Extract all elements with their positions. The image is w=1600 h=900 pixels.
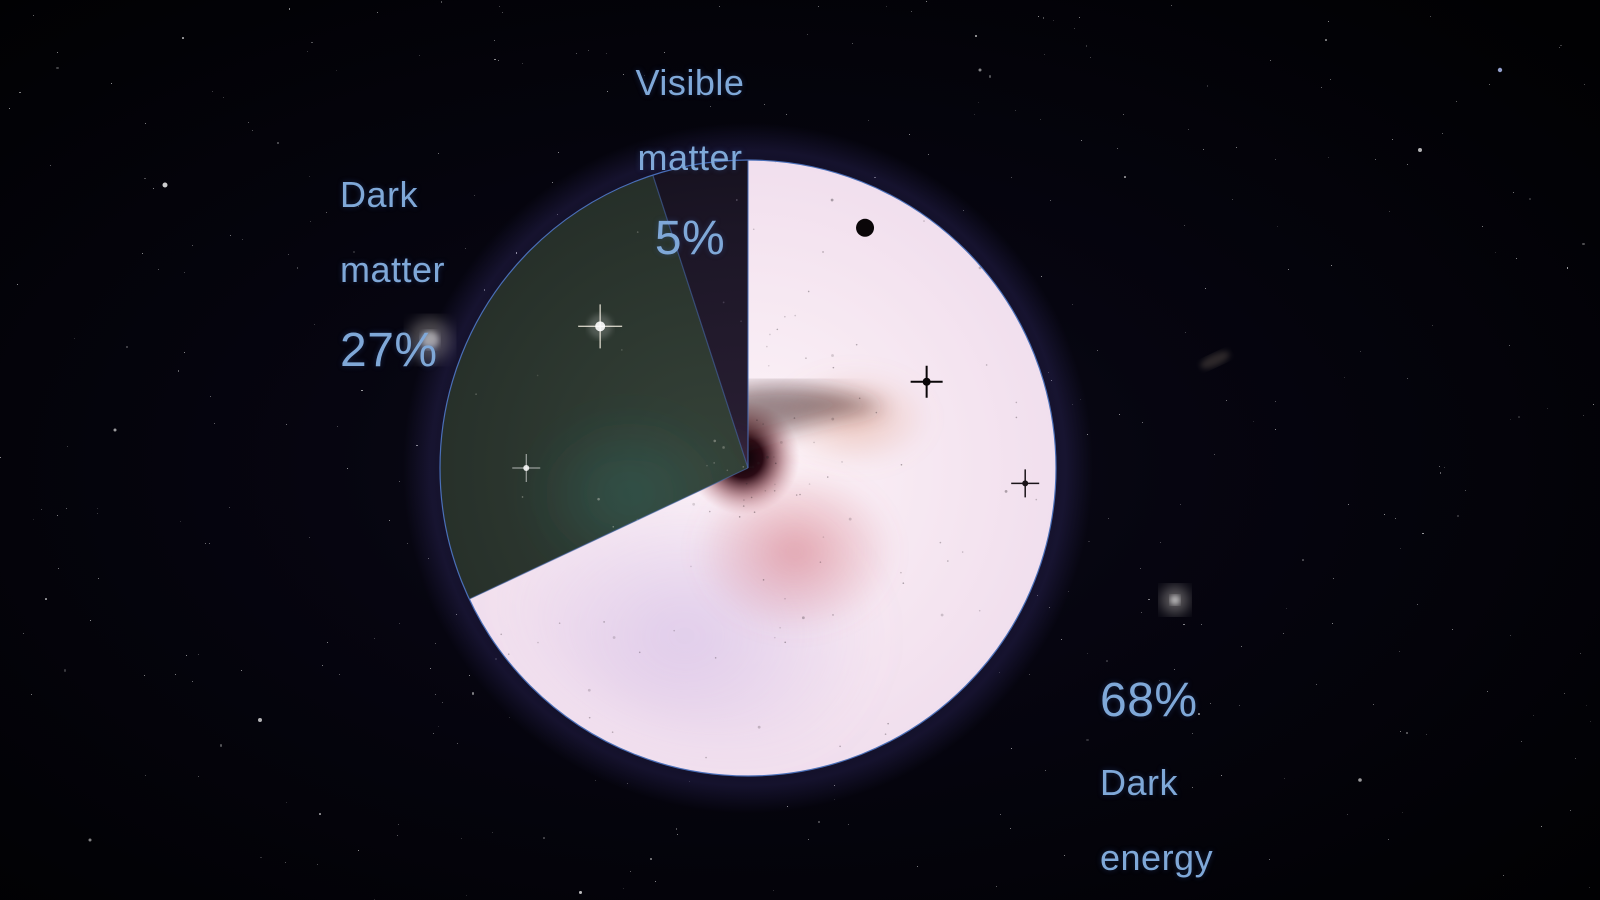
universe-composition-pie: [380, 100, 1116, 836]
label-dark-energy-line1: Dark: [1100, 763, 1213, 803]
label-dark-energy-line2: energy: [1100, 838, 1213, 878]
label-dark-matter-line2: matter: [340, 250, 445, 290]
label-dark-matter-pct: 27%: [340, 325, 445, 378]
chart-stage: Visible matter 5% Dark matter 27% 68% Da…: [0, 0, 1600, 900]
label-visible-matter-pct: 5%: [636, 213, 745, 266]
label-visible-matter-line1: Visible: [636, 63, 745, 103]
label-dark-energy-pct: 68%: [1100, 675, 1213, 728]
label-dark-matter: Dark matter 27%: [340, 140, 445, 413]
label-visible-matter-line2: matter: [636, 138, 745, 178]
label-dark-matter-line1: Dark: [340, 175, 445, 215]
label-dark-energy: 68% Dark energy: [1100, 640, 1213, 900]
label-visible-matter: Visible matter 5%: [636, 28, 745, 301]
